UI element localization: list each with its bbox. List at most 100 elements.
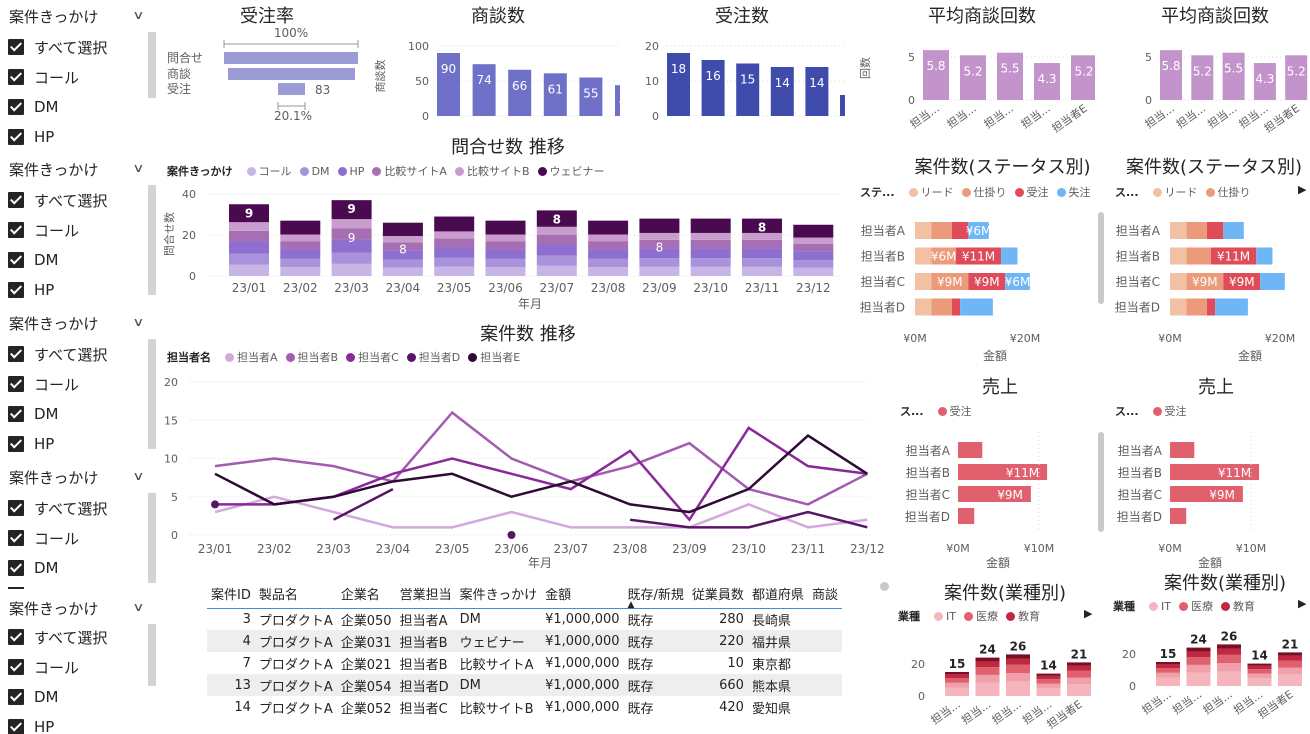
checkbox-icon[interactable] (8, 376, 24, 392)
bar-segment[interactable] (280, 249, 321, 259)
checkbox-icon[interactable] (8, 500, 24, 516)
bar-segment[interactable] (536, 265, 577, 276)
bar-segment[interactable] (1247, 678, 1272, 686)
column-header[interactable]: 商談 (811, 588, 838, 604)
bar-segment[interactable] (1206, 298, 1216, 316)
legend-item[interactable]: 仕掛り (973, 186, 1007, 199)
slicer-5[interactable]: 案件きっかけ ∨ すべて選択 コール DM HP (0, 598, 156, 734)
checkbox-icon[interactable] (8, 406, 24, 422)
column-header[interactable]: 企業名 (340, 588, 380, 604)
bar[interactable] (1191, 55, 1214, 100)
bar-segment[interactable] (690, 266, 731, 276)
bar-segment[interactable] (931, 247, 956, 265)
bar[interactable] (770, 67, 794, 116)
bar-segment[interactable] (1278, 674, 1302, 686)
bar-segment[interactable] (1278, 655, 1302, 661)
bar-segment[interactable] (1278, 660, 1302, 668)
bar-segment[interactable] (1223, 273, 1261, 290)
series-line[interactable] (214, 410, 868, 506)
column-header[interactable]: 金額 (545, 588, 572, 604)
bar-segment[interactable] (1006, 673, 1030, 682)
bar-segment[interactable] (945, 687, 969, 696)
bar[interactable] (1253, 63, 1276, 100)
column-header[interactable]: 案件ID (211, 588, 251, 604)
bar-segment[interactable] (1170, 222, 1187, 239)
bar-segment[interactable] (229, 204, 269, 223)
chevron-down-icon[interactable]: ∨ (132, 600, 145, 614)
bar-segment[interactable] (1006, 658, 1030, 665)
slicer-option[interactable]: すべて選択 (8, 343, 107, 365)
slicer-option[interactable]: すべて選択 (8, 497, 107, 519)
bar-segment[interactable] (742, 218, 782, 233)
slicer-option[interactable]: コール (8, 527, 79, 549)
bar-segment[interactable] (434, 257, 475, 267)
scrollbar[interactable] (880, 582, 889, 591)
bar-segment[interactable] (382, 242, 423, 251)
bar-segment[interactable] (1186, 664, 1211, 673)
bar-segment[interactable] (1067, 670, 1091, 678)
bar-segment[interactable] (1170, 247, 1187, 265)
bar[interactable] (958, 508, 975, 524)
bar-segment[interactable] (945, 674, 969, 678)
bar[interactable] (1170, 508, 1187, 524)
checkbox-icon[interactable] (8, 560, 24, 576)
cases-trend-chart[interactable]: 20 15 10 5 0 23/01 23/02 23/03 23/04 23/05 23/06 23… (160, 370, 890, 570)
bar-segment[interactable] (690, 248, 731, 259)
legend-item[interactable]: IT (946, 609, 956, 623)
slicer-option[interactable]: DM (8, 96, 59, 118)
chevron-down-icon[interactable]: ∨ (132, 8, 145, 22)
bar-segment[interactable] (485, 220, 526, 235)
bar-segment[interactable] (742, 239, 782, 249)
legend-item[interactable]: HP (349, 164, 365, 178)
legend-item[interactable]: 担当者B (297, 351, 339, 364)
legend-item[interactable]: 担当者C (358, 351, 399, 364)
bar[interactable] (736, 63, 760, 117)
table-row[interactable]: 7 プロダクトA 企業021 担当者B 比較サイトA ¥1,000,000 既存 10 東京都 (207, 652, 842, 674)
bar-segment[interactable] (536, 226, 577, 235)
bar-segment[interactable] (1186, 273, 1224, 290)
checkbox-icon[interactable] (8, 659, 24, 675)
bar-segment[interactable] (793, 267, 834, 276)
deals-table[interactable]: 案件ID 製品名 企業名 営業担当 案件きっかけ 金額 既存/新規 ▲ 従業員数 … (207, 580, 842, 718)
bar-segment[interactable] (639, 239, 680, 249)
scrollbar[interactable] (1098, 432, 1104, 532)
bar-segment[interactable] (229, 264, 269, 276)
bar[interactable] (1285, 55, 1308, 100)
slicer-4[interactable]: 案件きっかけ ∨ すべて選択 コール DM (0, 467, 156, 589)
bar-segment[interactable] (915, 247, 932, 265)
bar-segment[interactable] (588, 220, 629, 235)
bar-segment[interactable] (742, 248, 782, 259)
chevron-down-icon[interactable]: ∨ (132, 161, 145, 175)
bar-segment[interactable] (434, 231, 475, 239)
bar-segment[interactable] (588, 249, 629, 259)
bar-segment[interactable] (956, 247, 1002, 265)
bar-segment[interactable] (536, 234, 577, 245)
legend-item[interactable]: DM (311, 164, 330, 178)
slicer-option[interactable]: HP (8, 279, 54, 301)
bar-segment[interactable] (382, 236, 423, 243)
table-row[interactable]: 4 プロダクトA 企業031 担当者B ウェビナー ¥1,000,000 既存 220 福井県 (207, 630, 842, 652)
status-chart-1[interactable]: 担当者A ¥6M 担当者B ¥6M ¥11M 担当者C ¥9M ¥9M ¥6M 担当者D ¥0M ¥2… (858, 212, 1098, 368)
bar[interactable] (1222, 52, 1245, 100)
bar-segment[interactable] (793, 224, 834, 238)
bar-segment[interactable] (1156, 662, 1180, 665)
bar[interactable] (958, 486, 1031, 502)
slicer-option[interactable]: HP (8, 126, 54, 148)
bar-segment[interactable] (280, 234, 321, 242)
bar-segment[interactable] (434, 247, 475, 258)
bar[interactable] (1170, 442, 1195, 458)
bar-segment[interactable] (1006, 654, 1030, 659)
bar-segment[interactable] (536, 255, 577, 266)
bar-segment[interactable] (229, 253, 269, 265)
bar-segment[interactable] (960, 298, 993, 316)
bar-segment[interactable] (1186, 247, 1211, 265)
series-point[interactable] (507, 531, 516, 539)
bar-segment[interactable] (1217, 648, 1241, 655)
sales-chart-2[interactable]: 担当者A 担当者B ¥11M 担当者C ¥9M 担当者D ¥0M ¥10M 金額 (1098, 432, 1310, 572)
bar[interactable] (701, 60, 725, 116)
column-header[interactable]: 従業員数 (691, 588, 744, 604)
bar[interactable] (543, 73, 567, 116)
